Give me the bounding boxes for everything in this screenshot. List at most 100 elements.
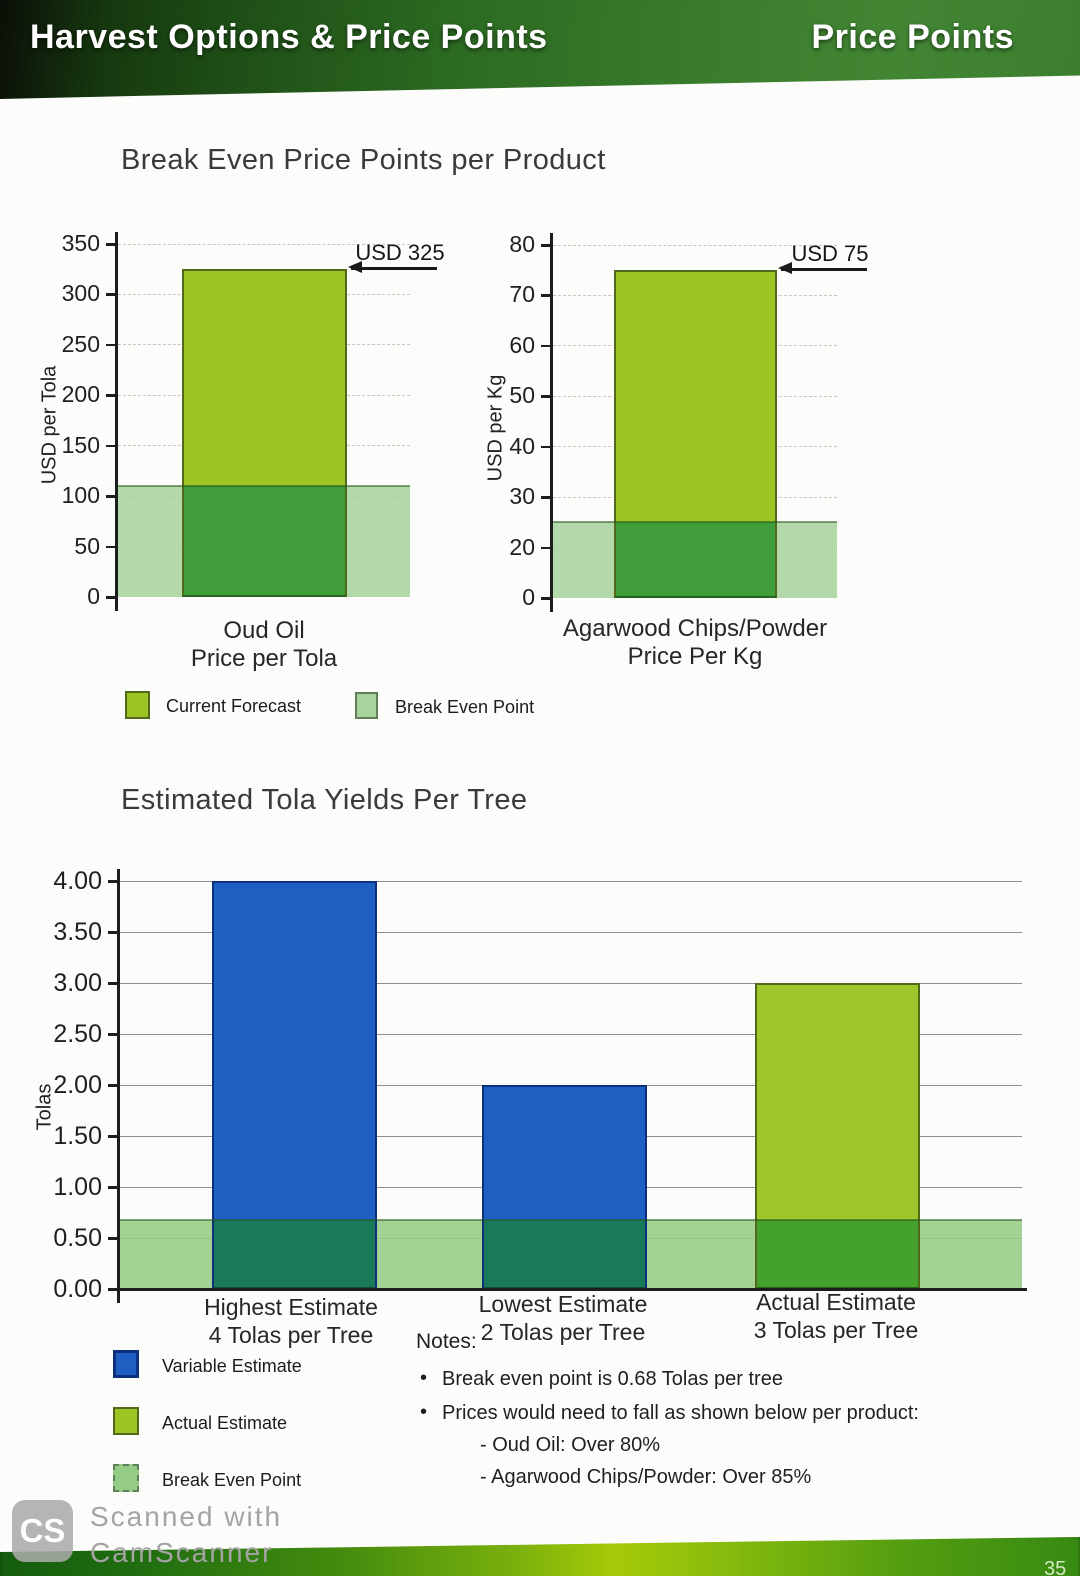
annotation-line [351,267,437,270]
chart2-category-line2: Price Per Kg [627,643,763,671]
tick-label: 2.00 [53,1071,102,1099]
chart1-category-label: Oud Oil Price per Tola [118,617,410,674]
annotation-line [781,268,867,271]
tola-yields-chart: 4.00 3.50 3.00 2.50 2.00 1.50 1.00 0.50 0.00 [53,867,1027,1303]
tick-label: 350 [61,230,100,256]
annotation-arrow-icon [348,261,362,274]
break-even-band-edge [118,485,410,488]
tick-label: 50 [509,382,535,409]
tick-label: 0.50 [53,1224,102,1252]
tick-mark [106,596,118,599]
tick-mark [541,344,553,348]
tick-mark [106,394,118,397]
legend-swatch-actual-estimate [113,1407,139,1435]
tick-label: 30 [509,483,535,510]
legend-label-actual-estimate: Actual Estimate [162,1413,288,1433]
tick-mark [106,343,118,347]
tick-label: 3.00 [53,969,102,997]
bar-break-even-overlap [212,1219,377,1289]
grid-line [120,931,1022,933]
grid-line [120,1033,1022,1035]
tick-mark [108,1288,120,1291]
legend-swatch-break-even-2 [113,1464,139,1492]
chart3-category-1: Highest Estimate 4 Tolas per Tree [130,1293,452,1349]
note-sub-2: - Agarwood Chips/Powder: Over 85% [480,1466,812,1488]
grid-line [120,982,1022,984]
chart3-category-2-line2: 2 Tolas per Tree [480,1319,646,1346]
tick-label: 100 [61,482,100,509]
tick-mark [106,243,118,246]
tick-mark [108,931,120,934]
tick-label: 150 [61,431,100,458]
camscanner-logo-icon: CS [12,1500,73,1562]
tick-label: 250 [61,330,100,357]
x-axis-line [117,1288,1027,1291]
tick-label: 3.50 [53,918,102,946]
tick-label: 60 [509,331,535,358]
chart1-category-line1: Oud Oil [223,617,305,644]
tick-label: 0 [87,583,100,609]
chart2-category-label: Agarwood Chips/Powder Price Per Kg [553,615,837,672]
legend-label-break-even-2: Break Even Point [162,1470,302,1490]
tick-mark [106,444,118,448]
tick-mark [106,293,118,296]
note-bullet-1: Break even point is 0.68 Tolas per tree [416,1367,996,1391]
annotation-text: USD 75 [791,241,869,267]
legend-swatch-current-forecast [125,691,150,719]
tick-mark [541,244,553,247]
chart3-category-3: Actual Estimate 3 Tolas per Tree [675,1288,997,1344]
section2-title: Estimated Tola Yields Per Tree [121,784,528,816]
bar-current-forecast [182,269,347,487]
tick-label: 200 [61,381,100,408]
watermark-line2: CamScanner [90,1537,274,1568]
tick-mark [108,982,120,985]
tick-mark [106,545,118,549]
tick-label: 20 [509,533,535,560]
legend-swatch-variable-estimate [113,1350,139,1378]
tick-mark [108,1186,120,1189]
bar-current-forecast [614,270,777,523]
bar-break-even-overlap [182,486,347,597]
chart3-category-2: Lowest Estimate 2 Tolas per Tree [402,1290,724,1346]
break-even-band-edge [553,521,837,524]
chart3-category-2-line1: Lowest Estimate [478,1291,648,1317]
notes-heading: Notes: [416,1330,477,1353]
header-band: Harvest Options & Price Points Price Poi… [0,0,1080,99]
legend-swatch-break-even [355,692,378,719]
chart3-category-3-line1: Actual Estimate [756,1289,916,1315]
y-axis-line [115,232,118,611]
annotation-text: USD 325 [355,240,445,266]
grid-line [118,243,410,245]
tick-mark [541,395,553,398]
tick-mark [108,1033,120,1036]
tick-mark [541,597,553,600]
tick-mark [108,1135,120,1138]
tick-label: 4.00 [53,867,102,895]
tick-mark [541,445,553,449]
page-number: 35 [1044,1558,1067,1576]
bar-break-even-overlap [755,1219,920,1289]
agarwood-chart: 80 70 60 50 40 30 20 0 USD 75 [509,231,869,612]
tick-label: 70 [509,281,535,308]
tick-label: 0.00 [53,1275,102,1303]
tick-label: 50 [74,532,100,559]
y-axis-line [550,233,553,612]
tick-label: 40 [509,432,535,459]
chart2-category-line1: Agarwood Chips/Powder [562,615,828,642]
header-title-right: Price Points [811,18,1014,56]
bar-actual-estimate [755,983,920,1220]
notes-block: Notes: Break even point is 0.68 Tolas pe… [416,1330,996,1489]
tick-label: 0 [522,584,535,610]
grid-line [120,880,1022,882]
chart3-category-3-line2: 3 Tolas per Tree [753,1317,919,1344]
note-sub-1: - Oud Oil: Over 80% [480,1434,661,1456]
annotation-arrow-icon [778,262,792,275]
tick-mark [541,496,553,499]
tick-mark [106,495,118,498]
bar-variable-estimate [212,881,377,1220]
grid-line [553,244,837,246]
header-title-left: Harvest Options & Price Points [30,18,548,56]
bar-break-even-overlap [482,1219,647,1289]
chart3-category-1-line1: Highest Estimate [204,1294,378,1320]
